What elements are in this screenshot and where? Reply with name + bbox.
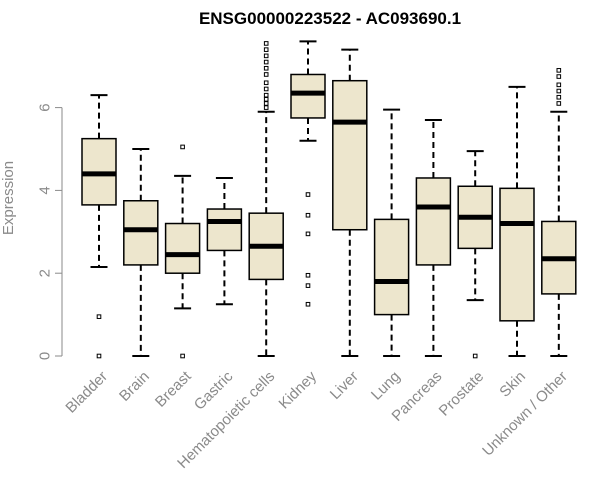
outlier-point bbox=[180, 353, 185, 359]
box-unknown-other bbox=[541, 68, 577, 357]
x-category-label: Brain bbox=[116, 368, 153, 405]
x-category-label: Liver bbox=[327, 368, 362, 403]
outlier-point bbox=[263, 53, 269, 59]
x-category-label: Bladder bbox=[62, 368, 111, 417]
box-skin bbox=[499, 85, 535, 357]
iqr-box bbox=[373, 218, 410, 316]
outlier-point bbox=[263, 80, 269, 86]
outlier-point bbox=[305, 231, 311, 237]
y-axis: 0 2 4 6 bbox=[37, 103, 63, 360]
box-lung bbox=[373, 108, 410, 357]
outlier-point bbox=[263, 47, 269, 52]
outlier-point bbox=[263, 41, 269, 46]
outlier-point bbox=[305, 301, 311, 307]
outlier-point bbox=[305, 212, 311, 218]
iqr-box bbox=[164, 222, 201, 274]
box-bladder bbox=[81, 94, 117, 359]
outlier-point bbox=[96, 314, 102, 319]
outlier-point bbox=[96, 353, 102, 359]
outlier-point bbox=[556, 82, 562, 88]
x-category-label: Skin bbox=[496, 368, 529, 401]
boxes-group bbox=[81, 40, 577, 359]
iqr-box bbox=[123, 200, 159, 266]
box-prostate bbox=[457, 150, 493, 359]
outlier-point bbox=[263, 72, 269, 77]
outlier-point bbox=[556, 88, 562, 94]
outlier-point bbox=[263, 105, 269, 110]
outlier-point bbox=[263, 86, 269, 92]
iqr-box bbox=[290, 73, 326, 119]
outlier-point bbox=[305, 272, 311, 278]
chart-title: ENSG00000223522 - AC093690.1 bbox=[199, 9, 461, 28]
outlier-point bbox=[556, 94, 562, 100]
outlier-point bbox=[180, 144, 185, 150]
iqr-box bbox=[332, 79, 368, 231]
box-brain bbox=[123, 148, 159, 357]
outlier-point bbox=[263, 92, 269, 98]
y-tick-label: 2 bbox=[37, 269, 54, 277]
x-category-label: Breast bbox=[152, 367, 195, 410]
iqr-box bbox=[415, 177, 452, 266]
box-kidney bbox=[290, 40, 326, 307]
iqr-box bbox=[499, 187, 535, 322]
y-tick-label: 6 bbox=[37, 103, 54, 111]
x-category-label: Kidney bbox=[276, 368, 321, 413]
box-hematopoietic-cells bbox=[248, 41, 284, 357]
box-liver bbox=[332, 48, 368, 357]
outlier-point bbox=[305, 283, 311, 288]
x-category-label: Prostate bbox=[436, 368, 488, 420]
box-pancreas bbox=[415, 119, 452, 357]
y-axis-label: Expression bbox=[0, 161, 17, 235]
outlier-point bbox=[472, 353, 478, 359]
outlier-point bbox=[556, 74, 562, 79]
outlier-point bbox=[263, 97, 269, 102]
outlier-point bbox=[263, 59, 269, 65]
iqr-box bbox=[206, 208, 243, 252]
y-tick-label: 4 bbox=[37, 186, 54, 194]
outlier-point bbox=[556, 101, 562, 106]
outlier-point bbox=[556, 68, 562, 73]
outlier-point bbox=[263, 65, 269, 71]
outlier-point bbox=[263, 101, 269, 106]
y-tick-label: 0 bbox=[37, 352, 54, 360]
x-category-label: Lung bbox=[368, 368, 404, 404]
box-breast bbox=[164, 144, 201, 359]
box-gastric bbox=[206, 176, 243, 306]
outlier-point bbox=[305, 192, 311, 197]
